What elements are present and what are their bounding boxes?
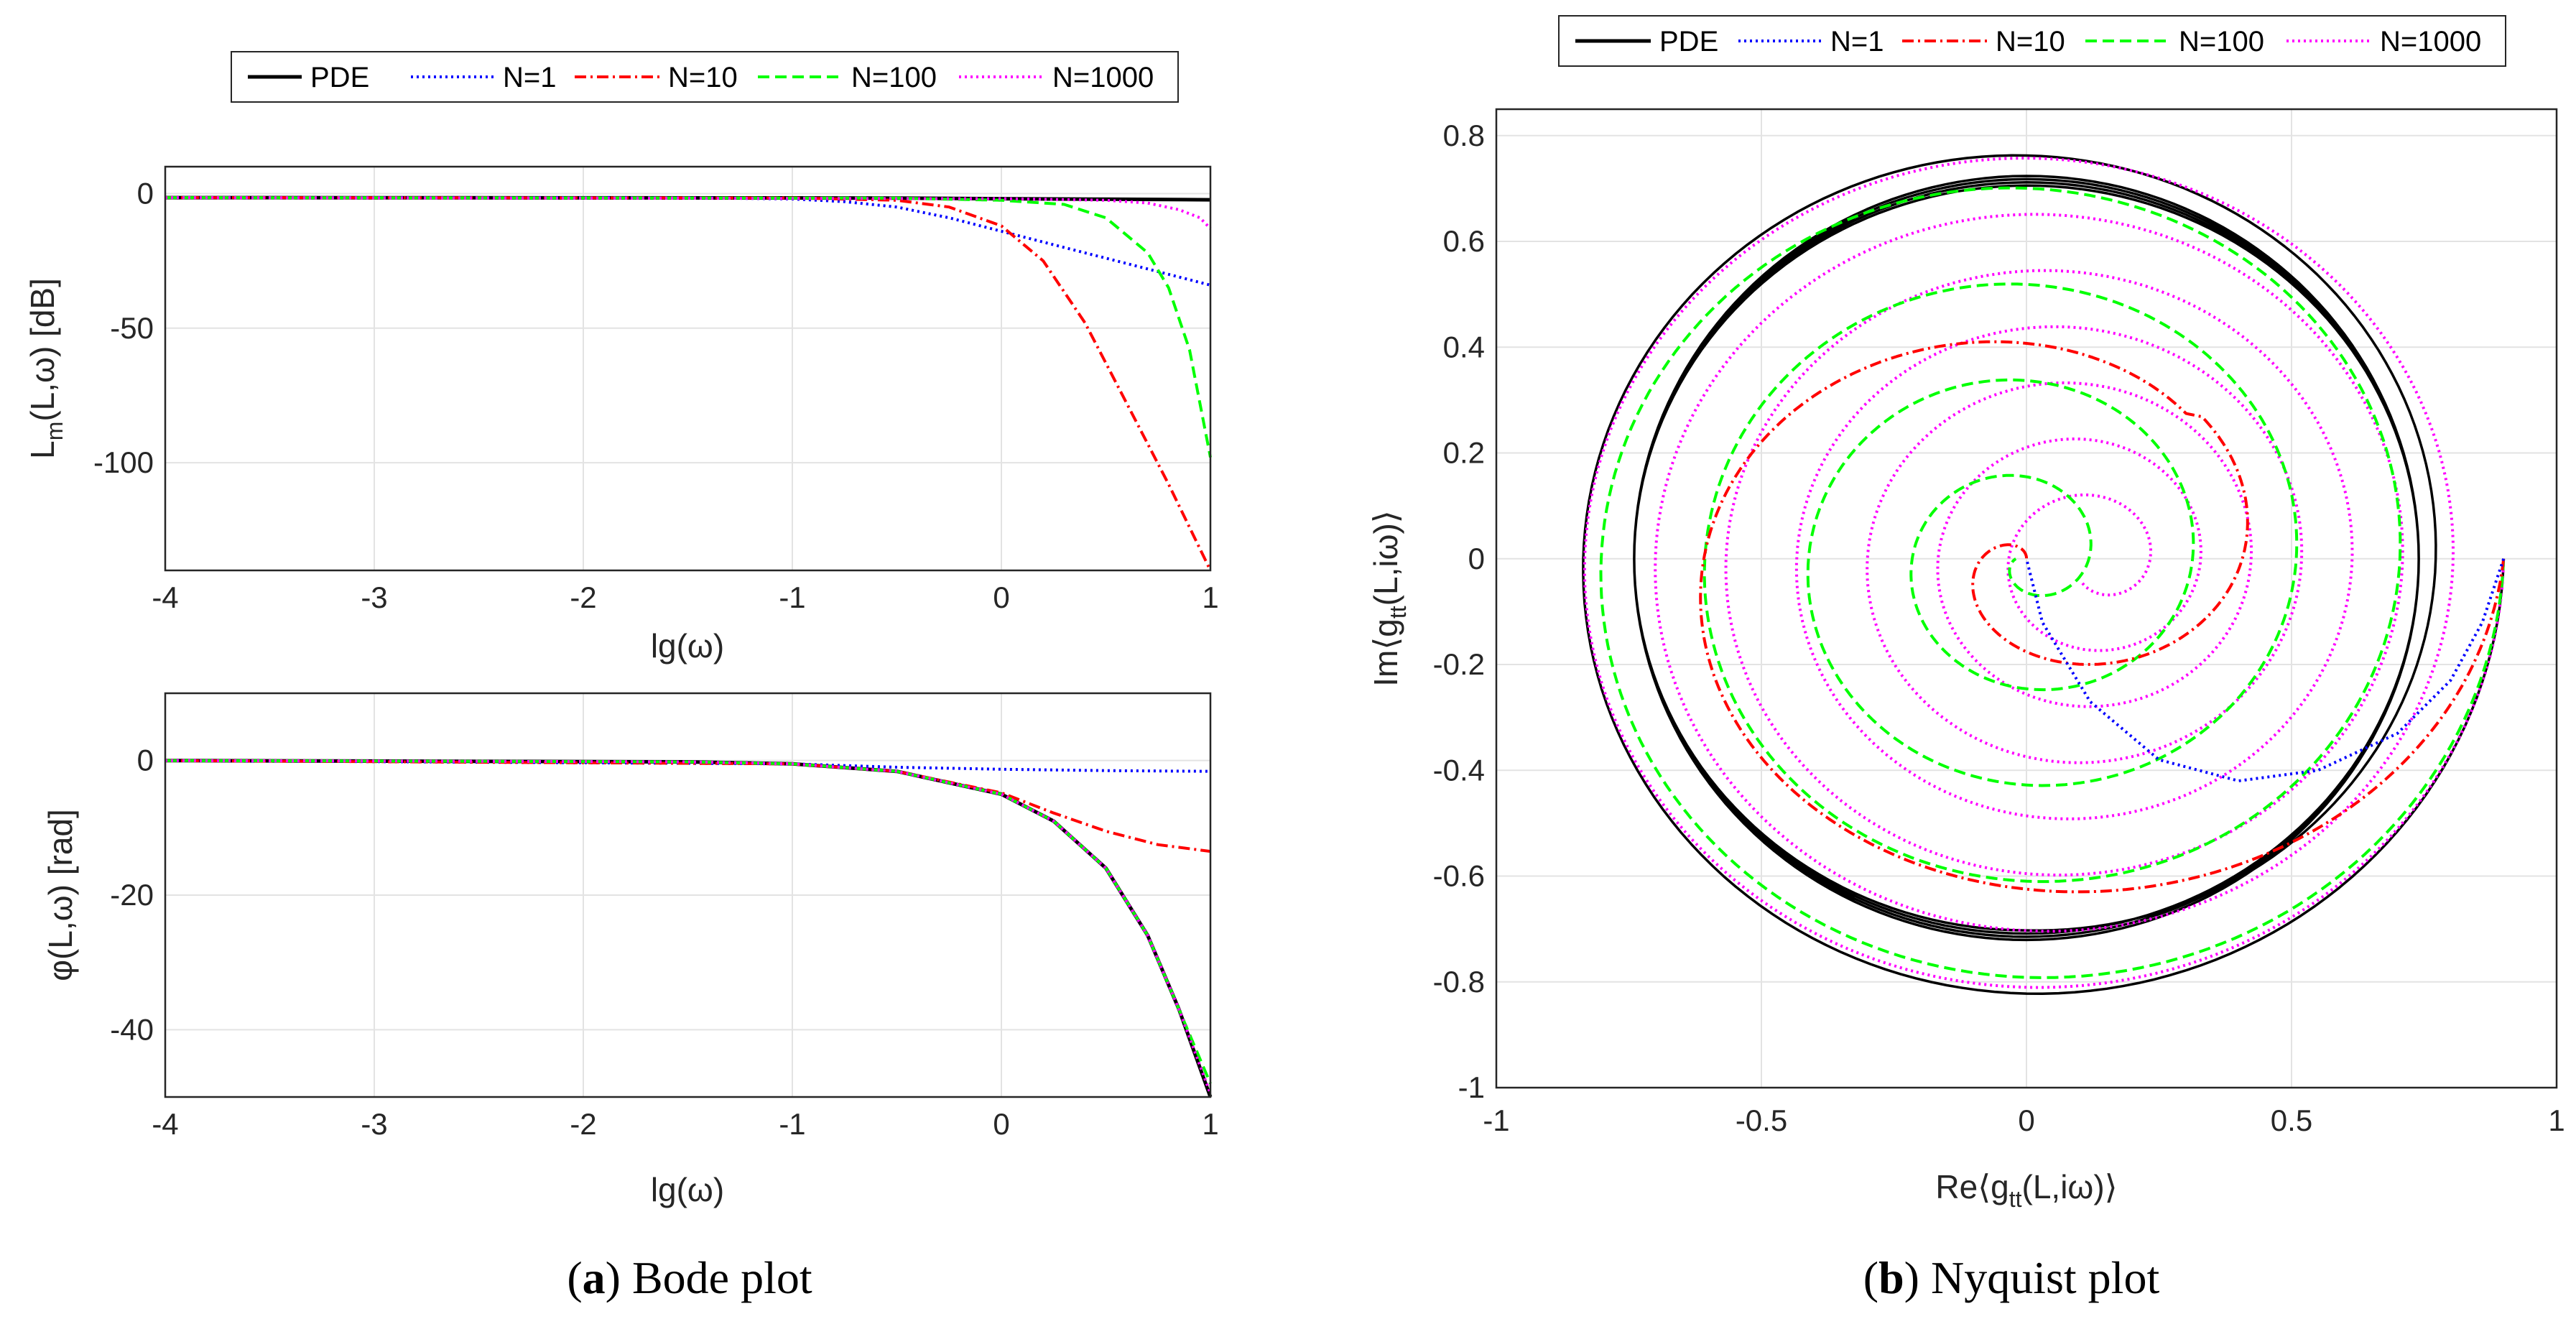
magnitude-xtick-label: -3: [361, 580, 387, 614]
legend-bode-label-n1000: N=1000: [1052, 62, 1154, 93]
phase-series-n-10: [165, 759, 1211, 853]
legend-bode-box: [231, 51, 1179, 103]
nyquist-ytick-label: -1: [1458, 1070, 1485, 1104]
phase-ytick-labels: 0 -20 -40: [110, 744, 154, 1047]
phase-series-n-1000: [165, 759, 1212, 1094]
magnitude-xtick-label: -2: [570, 580, 596, 614]
nyquist-xtick-labels: -1 -0.5 0 0.5 1: [1483, 1103, 2565, 1137]
legend-nyquist-box: [1558, 15, 2506, 67]
magnitude-xtick-label: 1: [1202, 580, 1218, 614]
nyquist-ytick-label: -0.8: [1433, 965, 1485, 999]
nyquist-ytick-label: 0.6: [1443, 224, 1485, 258]
caption-nyquist-text: Nyquist plot: [1919, 1252, 2159, 1303]
legend-bode-label-n100: N=100: [851, 62, 937, 93]
nyquist-ytick-label: 0.4: [1443, 330, 1485, 364]
phase-grid: [165, 693, 1211, 1097]
nyquist-xtick-label: 1: [2548, 1103, 2565, 1137]
nyquist-xtick-label: 0: [2018, 1103, 2034, 1137]
nyquist-ytick-labels: 0.8 0.6 0.4 0.2 0 -0.2 -0.4 -0.6 -0.8 -1: [1433, 119, 1485, 1104]
caption-nyquist: (b) Nyquist plot: [1863, 1252, 2160, 1303]
legend-nyquist-label-n100: N=100: [2179, 26, 2264, 57]
nyquist-series-n-10: [1699, 340, 2506, 894]
caption-bode: (a) Bode plot: [567, 1252, 812, 1303]
phase-ytick-label: -20: [110, 878, 154, 912]
nyquist-ytick-label: -0.4: [1433, 753, 1485, 787]
magnitude-ytick-labels: 0 -50 -100: [93, 176, 154, 479]
nyquist-xtick-label: 0.5: [2271, 1103, 2312, 1137]
magnitude-ylabel: Lm(L,ω) [dB]: [24, 278, 68, 459]
phase-xtick-label: -3: [361, 1107, 387, 1141]
magnitude-xlabel: lg(ω): [651, 627, 724, 665]
magnitude-xtick-label: -1: [779, 580, 805, 614]
magnitude-axes-box: [164, 165, 1212, 572]
magnitude-xtick-label: 0: [993, 580, 1009, 614]
phase-axes-box: [164, 692, 1212, 1098]
legend-nyquist-label-n1: N=1: [1830, 26, 1884, 57]
magnitude-series: [165, 195, 1212, 571]
caption-nyquist-letter: b: [1878, 1252, 1904, 1303]
legend-nyquist-label-n10: N=10: [1996, 26, 2065, 57]
magnitude-series-n-100: [165, 196, 1212, 458]
nyquist-xtick-label: -0.5: [1736, 1103, 1787, 1137]
nyquist-xlabel: Re⟨gtt(L,iω)⟩: [1935, 1168, 2117, 1212]
legend-nyquist-label-pde: PDE: [1659, 26, 1718, 57]
magnitude-ytick-label: -100: [93, 445, 154, 479]
phase-series: [165, 759, 1213, 1098]
nyquist-ytick-label: 0.8: [1443, 119, 1485, 152]
nyquist-xtick-label: -1: [1483, 1103, 1509, 1137]
nyquist-series: [1582, 154, 2506, 995]
nyquist-series-n-100: [1599, 186, 2506, 979]
nyquist-axes-box: [1495, 108, 2558, 1089]
legend-nyquist-label-n1000: N=1000: [2380, 26, 2481, 57]
phase-xlabel: lg(ω): [651, 1171, 724, 1208]
magnitude-xtick-labels: -4 -3 -2 -1 0 1: [152, 580, 1218, 614]
magnitude-series-n-10: [165, 196, 1212, 571]
magnitude-xtick-label: -4: [152, 580, 178, 614]
magnitude-ytick-label: 0: [137, 176, 154, 210]
phase-xtick-label: 0: [993, 1107, 1009, 1141]
nyquist-ytick-label: 0.2: [1443, 436, 1485, 470]
nyquist-ytick-label: -0.2: [1433, 647, 1485, 681]
nyquist-series-pde: [1582, 154, 2505, 995]
legend-bode-label-n1: N=1: [503, 62, 557, 93]
phase-xtick-label: -1: [779, 1107, 805, 1141]
nyquist-ytick-label: 0: [1468, 542, 1485, 575]
phase-ytick-label: -40: [110, 1012, 154, 1046]
magnitude-ytick-label: -50: [110, 311, 154, 345]
legend-nyquist: PDE N=1 N=10 N=100 N=1000: [1558, 15, 2506, 67]
phase-ylabel: φ(L,ω) [rad]: [42, 809, 79, 981]
legend-bode-label-pde: PDE: [310, 62, 369, 93]
magnitude-grid: [165, 167, 1211, 570]
nyquist-ylabel: Im⟨gtt(L,iω)⟩: [1367, 510, 1411, 687]
nyquist-ytick-label: -0.6: [1433, 859, 1485, 893]
legend-bode: PDE N=1 N=10 N=100 N=1000: [231, 51, 1179, 103]
legend-bode-label-n10: N=10: [668, 62, 738, 93]
phase-xtick-label: -2: [570, 1107, 596, 1141]
phase-xtick-label: -4: [152, 1107, 178, 1141]
phase-series-pde: [165, 759, 1213, 1098]
phase-xtick-label: 1: [1202, 1107, 1218, 1141]
phase-series-n-100: [165, 759, 1212, 1085]
caption-bode-text: Bode plot: [621, 1252, 812, 1303]
magnitude-series-n-1: [165, 196, 1211, 287]
phase-xtick-labels: -4 -3 -2 -1 0 1: [152, 1107, 1218, 1141]
caption-bode-letter: a: [583, 1252, 606, 1303]
phase-ytick-label: 0: [137, 744, 154, 777]
